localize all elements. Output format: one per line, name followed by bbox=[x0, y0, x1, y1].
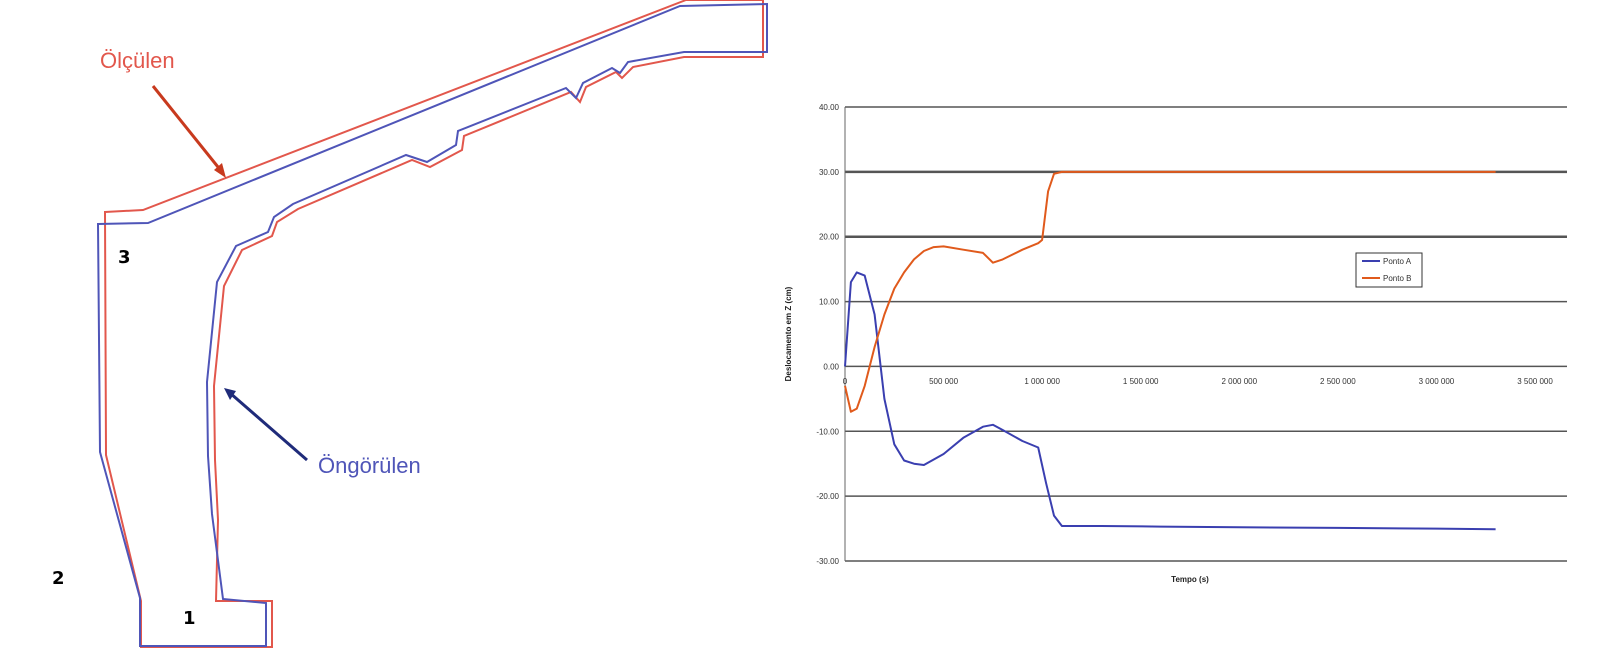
predicted-label: Öngörülen bbox=[318, 453, 421, 478]
y-axis-label: Deslocamento em Z (cm) bbox=[784, 286, 793, 381]
predicted-profile-outline bbox=[96, 2, 768, 647]
measured-arrowhead bbox=[214, 163, 226, 178]
y-tick-label: 10.00 bbox=[819, 298, 840, 307]
y-tick-label: 40.00 bbox=[819, 103, 840, 112]
y-tick-label: 0.00 bbox=[823, 362, 839, 371]
measured-label: Ölçülen bbox=[100, 48, 175, 73]
predicted-arrowhead bbox=[224, 388, 236, 400]
x-tick-label: 0 bbox=[843, 377, 848, 386]
legend-box bbox=[1355, 252, 1423, 288]
point-label-1: 1 bbox=[183, 608, 196, 629]
series-line-ponto-a bbox=[844, 271, 1496, 531]
y-tick-label: 30.00 bbox=[819, 168, 840, 177]
x-tick-label: 1 000 000 bbox=[1024, 377, 1060, 386]
displacement-chart: 40.00 30.00 20.00 10.00 0.00 -10.00 -20.00 -30.… bbox=[784, 103, 1567, 584]
legend-label-ponto-a: Ponto A bbox=[1383, 257, 1412, 266]
y-tick-label: -20.00 bbox=[816, 492, 839, 501]
x-tick-label: 2 000 000 bbox=[1221, 377, 1257, 386]
x-tick-label: 3 500 000 bbox=[1517, 377, 1553, 386]
y-tick-label: -30.00 bbox=[816, 557, 839, 566]
x-axis-label: Tempo (s) bbox=[1171, 575, 1209, 584]
profile-diagram: Ölçülen Öngörülen 1 2 3 bbox=[52, 0, 768, 648]
point-label-2: 2 bbox=[52, 568, 65, 589]
chart-legend: Ponto A Ponto B bbox=[1355, 252, 1423, 288]
series-line-ponto-b bbox=[844, 170, 1496, 413]
measured-profile-outline bbox=[103, 0, 764, 648]
y-tick-label: -10.00 bbox=[816, 427, 839, 436]
x-tick-label: 3 000 000 bbox=[1419, 377, 1455, 386]
point-label-3: 3 bbox=[118, 247, 131, 268]
predicted-arrow bbox=[229, 391, 308, 462]
x-tick-label: 2 500 000 bbox=[1320, 377, 1356, 386]
x-tick-label: 500 000 bbox=[929, 377, 958, 386]
measured-arrow bbox=[151, 85, 224, 173]
x-tick-label: 1 500 000 bbox=[1123, 377, 1159, 386]
legend-label-ponto-b: Ponto B bbox=[1383, 274, 1411, 283]
y-tick-label: 20.00 bbox=[819, 233, 840, 242]
